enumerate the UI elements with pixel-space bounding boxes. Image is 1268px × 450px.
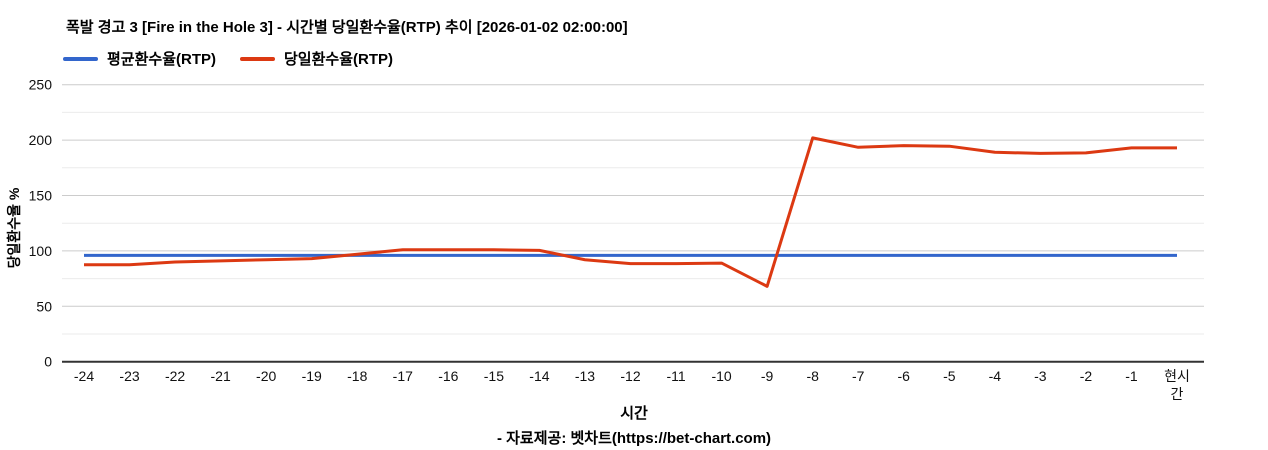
x-tick-label: -18 [347,368,367,384]
x-tick-label: -16 [438,368,458,384]
x-tick-label: -20 [256,368,276,384]
legend-label-average-rtp: 평균환수율(RTP) [107,51,216,68]
x-tick-label: -17 [393,368,413,384]
x-tick-label: -23 [119,368,139,384]
legend-label-daily-rtp: 당일환수율(RTP) [284,51,393,68]
x-tick-label: -15 [484,368,504,384]
legend-item-daily-rtp[interactable]: 당일환수율(RTP) [240,48,393,69]
x-tick-label: -5 [943,368,956,384]
x-tick-label: 현시 간 [1164,368,1190,402]
legend-line-swatch-average [63,56,98,61]
x-tick-label: -14 [529,368,549,384]
x-tick-label: -11 [666,368,685,384]
y-tick-label: 250 [29,77,53,93]
legend-line-swatch-daily [240,56,275,61]
legend: 평균환수율(RTP) 당일환수율(RTP) [63,48,393,69]
legend-item-average-rtp[interactable]: 평균환수율(RTP) [63,48,216,69]
x-tick-label: -24 [74,368,94,384]
x-tick-label: -1 [1125,368,1138,384]
x-tick-label: -6 [898,368,911,384]
data-source-footer: - 자료제공: 벳차트(https://bet-chart.com) [496,430,772,447]
x-tick-label: -9 [761,368,774,384]
y-tick-label: 0 [44,354,52,370]
series-line-daily-rtp [84,136,1177,288]
x-tick-label: -2 [1080,368,1093,384]
x-tick-label: -12 [620,368,640,384]
x-tick-label: -19 [302,368,322,384]
chart-title: 폭발 경고 3 [Fire in the Hole 3] - 시간별 당일환수율… [66,19,628,36]
y-tick-label: 100 [29,243,53,259]
x-tick-label: -7 [852,368,865,384]
x-tick-label: -3 [1034,368,1047,384]
y-tick-label: 200 [29,132,53,148]
x-tick-label: -10 [711,368,731,384]
x-tick-label: -4 [989,368,1002,384]
y-tick-label: 150 [29,188,53,204]
x-axis-title: 시간 [620,405,648,422]
y-tick-label: 50 [36,298,52,314]
x-tick-label: -8 [806,368,819,384]
x-tick-label: -13 [575,368,595,384]
x-tick-label: -22 [165,368,185,384]
x-tick-label: -21 [211,368,231,384]
